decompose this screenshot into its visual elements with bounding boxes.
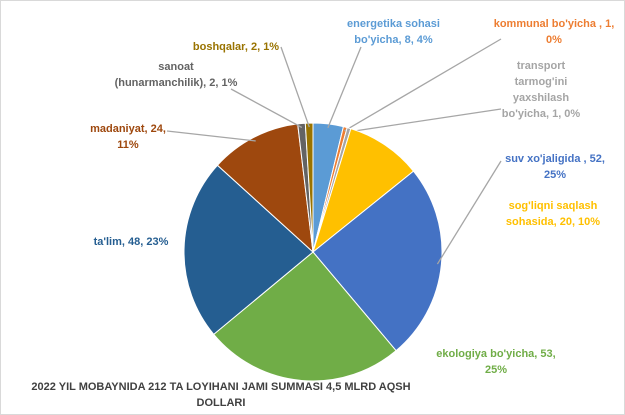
leader-line xyxy=(280,46,310,128)
pie-slice xyxy=(312,128,415,254)
data-label: madaniyat, 24, 11% xyxy=(90,123,166,151)
data-label: ta'lim, 48, 23% xyxy=(93,236,169,248)
pie-slice xyxy=(183,164,314,336)
leader-line xyxy=(166,130,256,142)
leader-line xyxy=(347,108,502,133)
data-label: sog'liqni saqlash sohasida, 20, 10% xyxy=(505,200,601,228)
data-label: ekologiya bo'yicha, 53, 25% xyxy=(436,348,556,376)
data-label: energetika sohasi bo'yicha, 8, 4% xyxy=(347,18,440,46)
chart-title: 2022 YIL MOBAYNIDA 212 TA LOYIHANI JAMI … xyxy=(31,381,411,409)
data-label: suv xo'jaligida , 52, 25% xyxy=(505,153,605,181)
data-label: transport tarmog'ini yaxshilash bo'yicha… xyxy=(501,60,581,120)
pie-slice xyxy=(216,123,314,254)
pie-slice xyxy=(312,170,443,352)
leader-line xyxy=(230,88,303,129)
leader-line xyxy=(436,160,502,265)
leader-line xyxy=(343,38,502,132)
data-label: boshqalar, 2, 1% xyxy=(192,41,280,53)
pie-slice xyxy=(304,122,314,253)
leader-line xyxy=(327,46,362,129)
pie-slice xyxy=(212,251,397,382)
data-label: kommunal bo'yicha , 1, 0% xyxy=(493,18,615,46)
data-label: sanoat (hunarmanchilik), 2, 1% xyxy=(114,61,238,89)
